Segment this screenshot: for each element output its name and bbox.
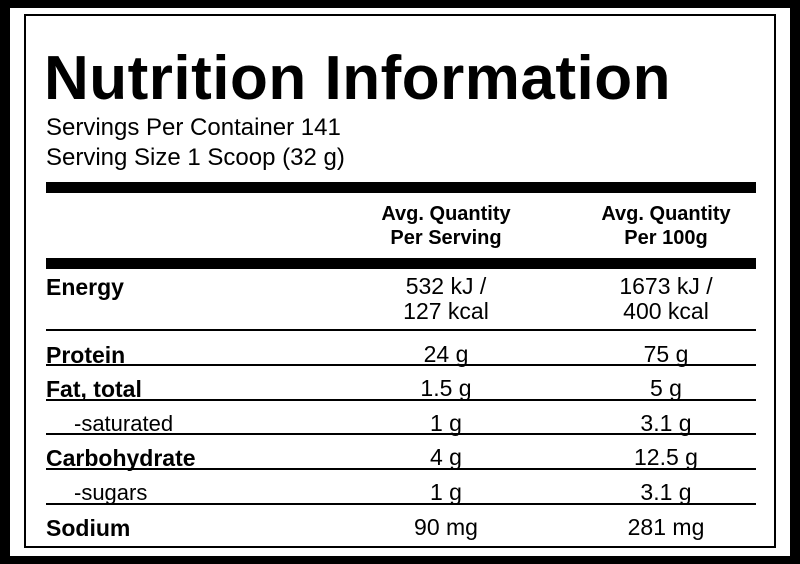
row-label: -saturated xyxy=(74,411,174,436)
servings-line: Servings Per Container 141 xyxy=(46,114,341,141)
row-label: Carbohydrate xyxy=(46,445,196,471)
column-header: Avg. Quantity xyxy=(601,203,731,225)
column-header: Per Serving xyxy=(390,227,502,249)
row-label: Sodium xyxy=(46,515,131,541)
cell-value: 281 mg xyxy=(627,514,705,540)
cell-value: 24 g xyxy=(423,341,469,367)
thin-rule xyxy=(46,468,756,470)
thick-rule xyxy=(46,258,756,269)
cell-value: 1.5 g xyxy=(420,375,472,401)
label-panel: Nutrition Information Servings Per Conta… xyxy=(10,8,790,556)
servings-line: Serving Size 1 Scoop (32 g) xyxy=(46,144,345,171)
cell-value: 75 g xyxy=(643,341,689,367)
thick-rule xyxy=(46,182,756,193)
thin-rule xyxy=(46,364,756,366)
cell-value: 12.5 g xyxy=(634,444,698,470)
row-label: -sugars xyxy=(74,480,148,505)
cell-value: 532 kJ / xyxy=(405,273,487,299)
thin-rule xyxy=(46,329,756,331)
cell-value: 400 kcal xyxy=(623,298,709,324)
cell-value: 127 kcal xyxy=(403,298,489,324)
cell-value: 1673 kJ / xyxy=(619,273,713,299)
thin-rule xyxy=(46,433,756,435)
cell-value: 3.1 g xyxy=(640,410,692,436)
row-label: Protein xyxy=(46,342,126,368)
column-header: Avg. Quantity xyxy=(381,203,511,225)
cell-value: 1 g xyxy=(430,410,462,436)
thin-rule xyxy=(46,503,756,505)
cell-value: 5 g xyxy=(650,375,682,401)
cell-value: 3.1 g xyxy=(640,479,692,505)
column-header: Per 100g xyxy=(624,227,708,249)
thin-rule xyxy=(46,399,756,401)
row-label: Energy xyxy=(46,274,124,300)
cell-value: 90 mg xyxy=(414,514,478,540)
label-box: Nutrition Information Servings Per Conta… xyxy=(24,14,776,548)
cell-value: 1 g xyxy=(430,479,462,505)
row-label: Fat, total xyxy=(46,376,142,402)
cell-value: 4 g xyxy=(430,444,462,470)
title: Nutrition Information xyxy=(44,44,671,113)
